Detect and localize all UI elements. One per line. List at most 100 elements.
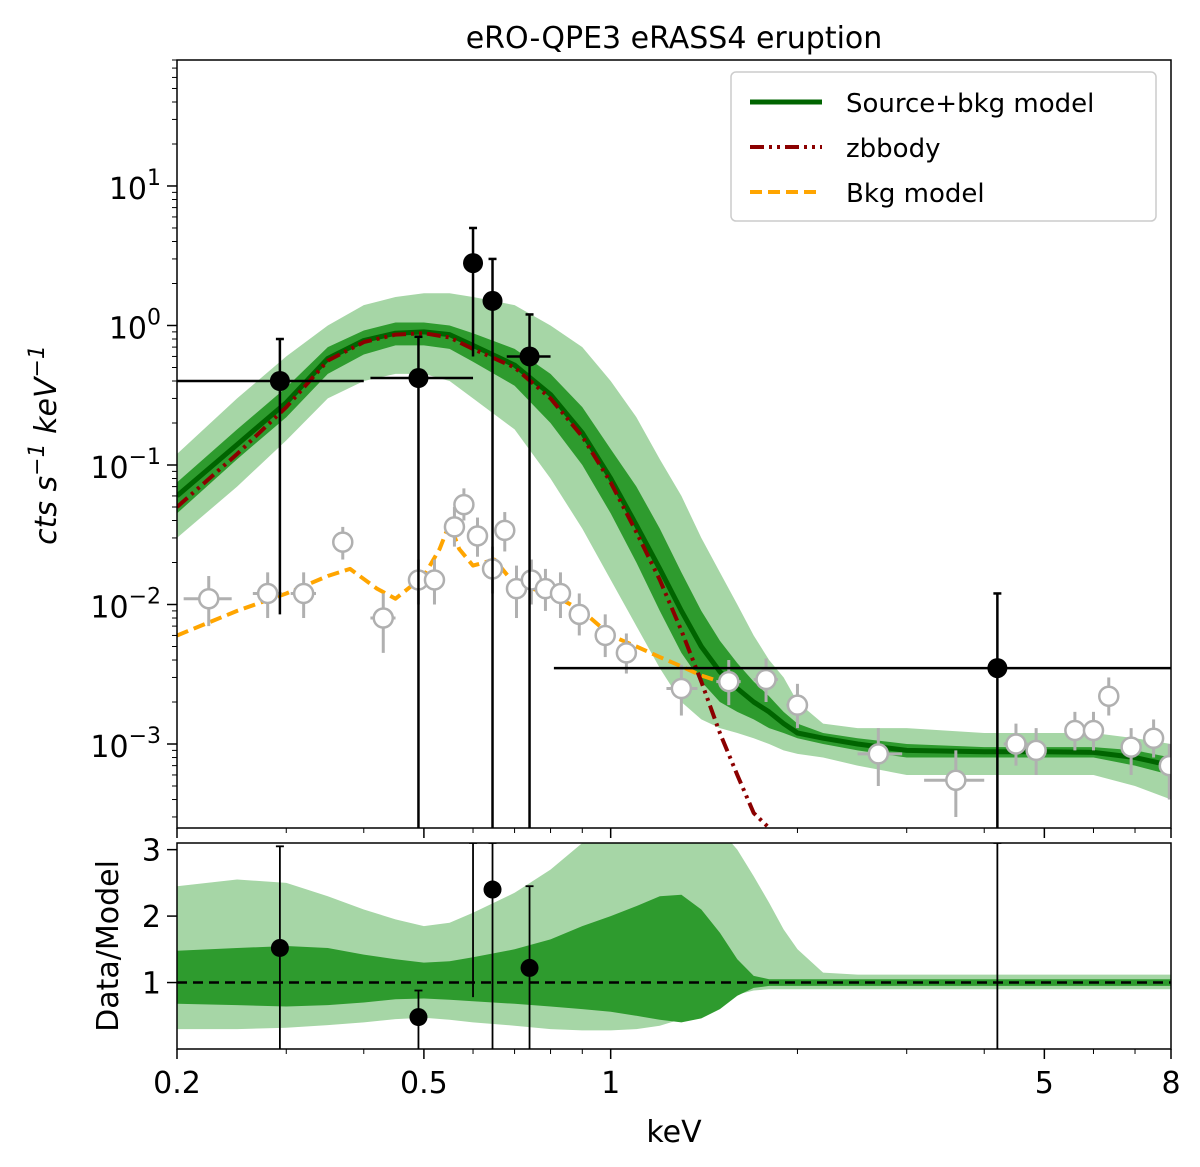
ratio-y-tick-label: 1 xyxy=(142,967,161,1002)
background-point xyxy=(1158,744,1171,800)
legend-label-source-bkg: Source+bkg model xyxy=(846,89,1094,119)
bottom-axis-ticks: 1 2 3 0.2 0.5 1 5 8 xyxy=(142,834,1181,1101)
background-point xyxy=(443,506,466,547)
top-model-lines xyxy=(177,329,1171,828)
bkg-model-line xyxy=(177,521,738,689)
ratio-point-marker xyxy=(520,958,539,977)
background-point xyxy=(332,526,354,560)
background-point-marker xyxy=(256,582,279,605)
background-point xyxy=(370,593,396,653)
background-point xyxy=(1025,728,1047,775)
background-point-marker xyxy=(1005,733,1027,755)
ratio-point xyxy=(483,843,502,1049)
top-axis-ticks: 10−3 10−2 10−1 100 101 xyxy=(90,59,1172,838)
source-point-marker xyxy=(463,253,484,274)
source-point-marker xyxy=(519,346,540,367)
background-point xyxy=(666,664,698,716)
legend-label-bkg-model: Bkg model xyxy=(846,179,985,209)
background-point xyxy=(549,572,572,619)
background-point xyxy=(423,559,446,605)
source-point-marker xyxy=(408,368,429,389)
background-point xyxy=(568,593,591,636)
x-tick-label: 0.5 xyxy=(400,1066,448,1101)
x-tick-label: 8 xyxy=(1161,1066,1180,1101)
ratio-point-marker xyxy=(483,880,502,899)
ratio-y-tick-label: 3 xyxy=(142,834,161,869)
top-panel-frame xyxy=(176,59,1172,829)
background-point-marker xyxy=(755,668,777,691)
background-point-marker xyxy=(1064,719,1086,742)
background-point xyxy=(924,750,985,817)
background-point xyxy=(494,512,516,552)
background-point xyxy=(615,633,638,674)
background-point xyxy=(1003,723,1028,766)
background-point-marker xyxy=(718,670,740,693)
background-point-marker xyxy=(332,531,354,553)
y-tick-label: 10−3 xyxy=(90,724,161,765)
background-point-marker xyxy=(568,603,591,626)
background-point xyxy=(290,572,316,619)
source-point xyxy=(370,335,474,828)
background-point-marker xyxy=(549,582,572,605)
legend-label-zbbody: zbbody xyxy=(846,134,940,164)
background-point-marker xyxy=(867,743,890,765)
top-y-axis-label: cts s−1 keV−1 xyxy=(25,345,64,545)
background-point xyxy=(183,576,232,627)
background-point xyxy=(252,572,282,619)
background-point xyxy=(453,488,475,521)
background-point-marker xyxy=(1158,754,1171,777)
ratio-confidence-bands xyxy=(177,843,1171,1031)
source-point-marker xyxy=(269,371,290,392)
y-tick-label: 100 xyxy=(109,305,161,346)
background-point-marker xyxy=(494,519,516,542)
background-point-marker xyxy=(615,642,638,664)
x-tick-label: 0.2 xyxy=(153,1066,201,1101)
background-point xyxy=(786,683,809,729)
bottom-panel-frame xyxy=(176,842,1172,1050)
ratio-data-points xyxy=(270,843,1002,1049)
background-point-marker xyxy=(786,694,809,716)
background-point-marker xyxy=(945,769,967,791)
background-point-marker xyxy=(423,569,446,591)
ratio-point xyxy=(409,989,428,1049)
background-point-marker xyxy=(1082,719,1105,742)
background-point-marker xyxy=(670,677,693,700)
ratio-y-tick-label: 2 xyxy=(142,900,161,935)
background-point-marker xyxy=(1120,736,1142,758)
y-tick-label: 10−2 xyxy=(90,585,161,626)
top-confidence-bands xyxy=(177,293,1171,800)
background-point-marker xyxy=(1142,727,1165,749)
ratio-inner-band xyxy=(177,894,1171,1023)
background-point-marker xyxy=(1025,739,1047,762)
bottom-y-axis-label: Data/Model xyxy=(91,860,126,1032)
legend-box xyxy=(730,71,1157,222)
source-point xyxy=(482,257,503,828)
x-tick-label: 5 xyxy=(1035,1066,1054,1101)
background-point-marker xyxy=(594,624,616,647)
x-tick-label: 1 xyxy=(601,1066,620,1101)
background-point xyxy=(1120,728,1142,775)
ratio-point xyxy=(469,843,478,998)
background-point-marker xyxy=(453,493,475,516)
source-point-marker xyxy=(482,290,503,311)
ratio-point-marker xyxy=(270,938,289,957)
source-data-points xyxy=(177,226,1171,828)
x-axis-label: keV xyxy=(646,1115,702,1150)
zbbody-line xyxy=(177,331,771,828)
source-point xyxy=(177,337,364,615)
background-data-points xyxy=(183,488,1171,817)
background-point-marker xyxy=(292,582,315,605)
chart-title: eRO-QPE3 eRASS4 eruption xyxy=(466,21,883,56)
background-point xyxy=(466,517,489,557)
source-point-marker xyxy=(987,658,1008,679)
background-point-marker xyxy=(466,525,489,547)
y-tick-label: 10−1 xyxy=(90,445,161,486)
ratio-point xyxy=(270,845,289,1049)
background-point xyxy=(1098,677,1120,716)
source-point xyxy=(553,592,1171,828)
background-point-marker xyxy=(372,607,395,629)
source-point xyxy=(463,226,484,357)
background-point-marker xyxy=(1098,685,1120,707)
ratio-point xyxy=(520,885,539,1049)
